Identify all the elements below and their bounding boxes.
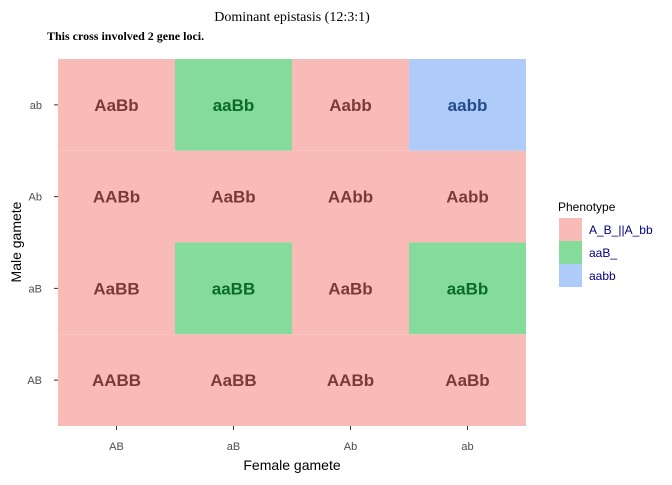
legend-entry-label: A_B_||A_bb: [589, 223, 653, 237]
grid-cells: [58, 59, 526, 426]
grid-cell: [292, 242, 409, 335]
cell-genotype-label: AABb: [327, 371, 374, 390]
cell-genotype-label: aaBB: [212, 279, 255, 298]
y-tick-label: Ab: [29, 192, 42, 204]
cell-genotype-label: AAbb: [328, 188, 373, 207]
x-tick-label: aB: [227, 441, 240, 453]
cell-genotype-label: AaBB: [210, 371, 256, 390]
cell-genotype-label: AABB: [92, 371, 141, 390]
legend-entry-label: aaB_: [589, 246, 617, 260]
legend-swatch: [559, 264, 582, 287]
grid-cell: [175, 59, 292, 151]
grid-cell: [58, 242, 175, 335]
cell-genotype-label: AABb: [93, 188, 140, 207]
cell-genotype-label: AaBb: [211, 188, 255, 207]
legend-title: Phenotype: [558, 200, 616, 214]
cell-genotype-label: Aabb: [329, 96, 372, 115]
grid-cell: [175, 242, 292, 335]
x-tick-label: AB: [109, 441, 124, 453]
grid-cell: [409, 334, 526, 426]
cell-genotype-label: aaBb: [447, 279, 489, 298]
grid-cell: [292, 150, 409, 243]
y-tick-label: AB: [27, 375, 42, 387]
y-axis-label: Male gamete: [8, 201, 24, 282]
x-tick-label: Ab: [344, 441, 357, 453]
grid-cell: [58, 150, 175, 243]
legend-swatch: [559, 241, 582, 264]
grid-cell: [292, 334, 409, 426]
y-axis: AB aB Ab ab: [27, 100, 58, 387]
x-tick-label: ab: [461, 441, 473, 453]
grid-cell: [409, 242, 526, 335]
y-tick-label: aB: [29, 283, 42, 295]
cell-genotype-label: aabb: [448, 96, 488, 115]
cell-labels: AaBb aaBb Aabb aabb AABb AaBb AAbb Aabb AaBB aaBB…: [92, 96, 490, 390]
cell-genotype-label: Aabb: [446, 188, 489, 207]
legend: Phenotype A_B_||A_bb aaB_aabb: [558, 200, 653, 287]
grid-cell: [292, 59, 409, 151]
x-axis: AB aB Ab ab: [109, 426, 474, 453]
grid-cell: [409, 59, 526, 151]
cell-genotype-label: AaBb: [328, 279, 372, 298]
grid-cell: [58, 334, 175, 426]
grid-cell: [175, 334, 292, 426]
cell-genotype-label: AaBb: [445, 371, 489, 390]
chart-title: Dominant epistasis (12:3:1): [214, 10, 370, 25]
grid-cell: [58, 59, 175, 151]
grid-cell: [175, 150, 292, 243]
grid-cell: [409, 150, 526, 243]
cell-genotype-label: aaBb: [213, 96, 255, 115]
chart-subtitle: This cross involved 2 gene loci.: [47, 29, 204, 43]
y-tick-label: ab: [30, 100, 42, 112]
legend-entry-label: aabb: [589, 269, 616, 283]
legend-swatch: [559, 218, 582, 241]
x-axis-label: Female gamete: [243, 457, 340, 473]
cell-genotype-label: AaBB: [93, 279, 139, 298]
cell-genotype-label: AaBb: [94, 96, 138, 115]
